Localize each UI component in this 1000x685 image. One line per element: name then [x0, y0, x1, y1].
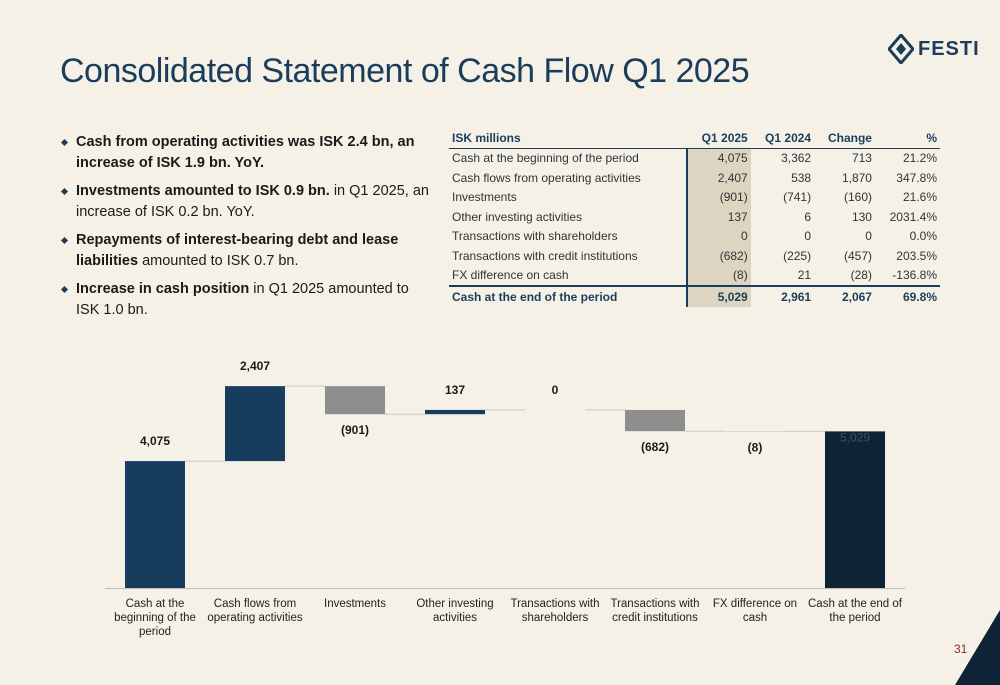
bullet: Repayments of interest-bearing debt and …: [60, 230, 435, 272]
bar: [625, 409, 685, 432]
table-cell: 1,870: [841, 170, 872, 185]
category-label: FX difference on cash: [712, 598, 798, 624]
table-cell: Other investing activities: [449, 207, 689, 227]
header-cell: Q1 2025: [687, 128, 751, 149]
slide-title: Consolidated Statement of Cash Flow Q1 2…: [60, 52, 750, 90]
table-cell: 347.8%: [896, 170, 937, 185]
table-cell: Cash flows from operating activities: [449, 168, 689, 188]
bar: [425, 409, 485, 415]
bullet-bold: Cash from operating activities was ISK 2…: [76, 134, 415, 171]
value-label: 137: [445, 383, 465, 397]
table-cell: 2,407: [687, 168, 751, 188]
table-cell: 0: [865, 229, 872, 244]
table-row: Other investing activities 137 6 130 2031.4%: [449, 207, 940, 227]
category-label: Cash flows from operating activities: [207, 598, 303, 624]
bar: [125, 461, 185, 588]
category-label: Other investing activities: [416, 598, 494, 624]
corner-decoration: [955, 610, 1000, 685]
table-cell: 0.0%: [909, 229, 937, 244]
bullet-bold: Repayments of interest-bearing debt and …: [76, 232, 399, 269]
bullet: Increase in cash position in Q1 2025 amo…: [60, 279, 435, 321]
bullet: Cash from operating activities was ISK 2…: [60, 132, 435, 174]
table-cell: (682): [687, 246, 751, 266]
table-cell: -136.8%: [892, 268, 937, 283]
bar: [225, 386, 285, 462]
bullet-list: Cash from operating activities was ISK 2…: [60, 132, 435, 328]
table-cell: 713: [851, 151, 872, 166]
logo: FESTI: [888, 34, 980, 64]
table-cell: 69.8%: [874, 285, 940, 307]
value-label: 0: [552, 383, 559, 397]
table-cell: (160): [843, 190, 872, 205]
table-cell: 130: [851, 209, 872, 224]
table-cell: 538: [791, 170, 812, 185]
category-label: Cash at the beginning of the period: [114, 598, 196, 638]
logo-text: FESTI: [918, 37, 980, 60]
table-cell: 2031.4%: [889, 209, 937, 224]
table-cell: Investments: [449, 187, 689, 207]
table-cell: (28): [850, 268, 872, 283]
category-label: Investments: [324, 598, 386, 610]
category-label: Transactions with credit institutions: [610, 598, 700, 624]
table-cell: 137: [687, 207, 751, 227]
logo-icon: [888, 34, 914, 64]
bullet-text: in Q1 2025 amounted to ISK 1.0 bn.: [76, 281, 409, 318]
header-cell: ISK millions: [449, 128, 688, 149]
header-cell: Q1 2024: [750, 128, 815, 149]
table-row: FX difference on cash (8) 21 (28) -136.8%: [449, 265, 940, 286]
table-cell: 0: [687, 226, 751, 246]
table-row: Cash at the beginning of the period 4,075…: [449, 148, 940, 168]
value-label: 5,029: [840, 430, 870, 444]
table-row: Transactions with credit institutions (68…: [449, 246, 940, 266]
page-number: 31: [954, 642, 968, 656]
table-cell: 21.2%: [902, 151, 937, 166]
table-cell: (741): [783, 190, 812, 205]
table-row: Transactions with shareholders 0 0 0 0.0%: [449, 226, 940, 246]
table-cell: Transactions with shareholders: [449, 226, 689, 246]
table-cell: FX difference on cash: [449, 265, 689, 286]
table-cell: 21: [797, 268, 812, 283]
table-cell: 2,961: [750, 285, 815, 307]
category-label: Cash at the end of the period: [808, 598, 902, 624]
value-label: (682): [641, 440, 669, 454]
table-cell: 6: [804, 209, 812, 224]
table-cell: (901): [687, 187, 751, 207]
value-label: (8): [748, 440, 763, 454]
bullet-text: in Q1 2025, an increase of ISK 0.2 bn. Y…: [76, 183, 429, 220]
data-table: ISK millions Q1 2025 Q1 2024 Change% Cash at…: [449, 128, 940, 307]
value-label: 2,407: [240, 359, 270, 373]
table-cell: 21.6%: [902, 190, 937, 205]
header-cell: %: [874, 128, 940, 149]
category-label: Transactions with shareholders: [510, 598, 600, 624]
bar: [325, 386, 385, 415]
table-row: Investments (901) (741) (160) 21.6%: [449, 187, 940, 207]
table-cell: 2,067: [814, 285, 875, 307]
value-label: 4,075: [140, 434, 170, 448]
table-cell: 0: [804, 229, 812, 244]
table-cell: 5,029: [687, 285, 751, 307]
bullet-bold: Increase in cash position: [76, 281, 250, 297]
bar: [825, 431, 885, 588]
table-row: Cash flows from operating activities 2,40…: [449, 168, 940, 188]
table-row: Cash at the end of the period 5,029 2,961 2…: [449, 285, 940, 307]
table-cell: 203.5%: [896, 248, 937, 263]
bullet-bold: Investments amounted to ISK 0.9 bn.: [76, 183, 330, 199]
value-label: (901): [341, 423, 369, 437]
header-cell: Change: [814, 128, 875, 149]
table-cell: Cash at the end of the period: [449, 285, 689, 307]
table-cell: Cash at the beginning of the period: [449, 148, 689, 168]
bullet-text: amounted to ISK 0.7 bn.: [138, 253, 299, 269]
table-cell: Transactions with credit institutions: [449, 246, 689, 266]
table-header-row: ISK millions Q1 2025 Q1 2024 Change%: [449, 128, 940, 149]
table-cell: 3,362: [781, 151, 812, 166]
table-cell: 4,075: [687, 148, 751, 168]
bullet: Investments amounted to ISK 0.9 bn. in Q…: [60, 181, 435, 223]
table-cell: (457): [843, 248, 872, 263]
table-cell: (8): [687, 265, 751, 286]
table-cell: (225): [783, 248, 812, 263]
